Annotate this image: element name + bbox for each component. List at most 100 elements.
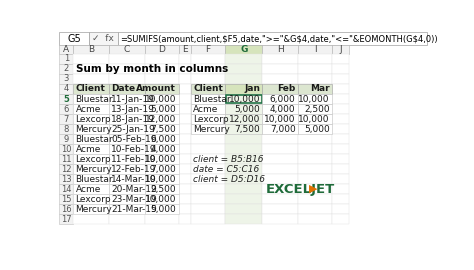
Bar bbox=[59, 124, 73, 134]
Bar bbox=[179, 124, 191, 134]
Bar bbox=[298, 74, 332, 84]
Bar bbox=[109, 45, 145, 54]
Bar bbox=[225, 114, 262, 124]
Bar bbox=[191, 144, 225, 154]
Bar bbox=[59, 32, 89, 45]
Text: Mercury: Mercury bbox=[75, 205, 112, 214]
Bar bbox=[191, 54, 225, 64]
Bar bbox=[191, 154, 225, 164]
Bar bbox=[179, 214, 191, 224]
Bar bbox=[191, 84, 225, 94]
Bar bbox=[262, 144, 298, 154]
Bar bbox=[179, 64, 191, 74]
Text: 11: 11 bbox=[61, 154, 72, 164]
Text: 13: 13 bbox=[61, 175, 72, 184]
Text: 4: 4 bbox=[64, 85, 69, 93]
Bar bbox=[109, 144, 145, 154]
Bar bbox=[109, 154, 145, 164]
Bar bbox=[332, 64, 349, 74]
Text: E: E bbox=[182, 45, 188, 54]
Text: Date: Date bbox=[111, 85, 135, 93]
Text: 10-Feb-19: 10-Feb-19 bbox=[111, 144, 157, 154]
Bar bbox=[73, 184, 109, 194]
Text: Acme: Acme bbox=[75, 104, 101, 113]
Bar bbox=[73, 154, 109, 164]
Bar bbox=[225, 104, 262, 114]
Text: date = C5:C16: date = C5:C16 bbox=[193, 165, 260, 174]
Text: 5,000: 5,000 bbox=[234, 104, 260, 113]
Text: C: C bbox=[124, 45, 130, 54]
Bar bbox=[225, 184, 262, 194]
Bar bbox=[298, 84, 332, 94]
Bar bbox=[59, 164, 73, 174]
Bar bbox=[109, 54, 145, 64]
Bar bbox=[109, 114, 145, 124]
Text: 10,000: 10,000 bbox=[145, 195, 176, 204]
Text: client = D5:D16: client = D5:D16 bbox=[193, 175, 265, 184]
Bar bbox=[191, 94, 225, 104]
Text: 5,000: 5,000 bbox=[151, 104, 176, 113]
Bar bbox=[298, 144, 332, 154]
Bar bbox=[225, 54, 262, 64]
Text: D: D bbox=[158, 45, 165, 54]
Bar bbox=[145, 194, 179, 204]
Bar bbox=[262, 94, 298, 104]
Text: 11-Feb-19: 11-Feb-19 bbox=[111, 154, 157, 164]
Bar bbox=[332, 144, 349, 154]
Text: Bluestar: Bluestar bbox=[193, 94, 231, 103]
Bar bbox=[262, 64, 298, 74]
Text: Lexcorp: Lexcorp bbox=[75, 195, 111, 204]
Bar bbox=[145, 134, 179, 144]
Bar bbox=[145, 45, 179, 54]
Bar bbox=[262, 104, 298, 114]
Text: 21-Mar-19: 21-Mar-19 bbox=[111, 205, 157, 214]
Bar bbox=[191, 134, 225, 144]
Bar bbox=[89, 32, 118, 45]
Bar bbox=[298, 94, 332, 104]
Bar bbox=[179, 144, 191, 154]
Bar bbox=[262, 74, 298, 84]
Bar bbox=[262, 84, 298, 94]
Text: 05-Feb-19: 05-Feb-19 bbox=[111, 134, 157, 144]
Bar bbox=[145, 214, 179, 224]
Bar bbox=[332, 164, 349, 174]
Bar bbox=[332, 114, 349, 124]
Bar bbox=[298, 124, 332, 134]
Text: 10,000: 10,000 bbox=[228, 94, 260, 103]
Bar bbox=[191, 214, 225, 224]
Text: A: A bbox=[63, 45, 69, 54]
Text: 4,000: 4,000 bbox=[151, 144, 176, 154]
Text: Client: Client bbox=[193, 85, 223, 93]
Bar bbox=[73, 84, 109, 94]
Text: 20-Mar-19: 20-Mar-19 bbox=[111, 185, 157, 194]
Bar bbox=[191, 84, 225, 94]
Bar bbox=[145, 184, 179, 194]
Bar bbox=[225, 104, 262, 114]
Bar bbox=[109, 164, 145, 174]
Bar bbox=[262, 214, 298, 224]
Text: 14-Mar-19: 14-Mar-19 bbox=[111, 175, 157, 184]
Bar bbox=[262, 164, 298, 174]
Bar bbox=[109, 184, 145, 194]
Bar bbox=[59, 54, 73, 64]
Text: 14: 14 bbox=[61, 185, 72, 194]
Bar bbox=[73, 124, 109, 134]
Bar bbox=[298, 104, 332, 114]
Bar bbox=[109, 194, 145, 204]
Bar bbox=[262, 174, 298, 184]
Bar bbox=[332, 184, 349, 194]
Bar bbox=[109, 94, 145, 104]
Bar bbox=[109, 134, 145, 144]
Bar bbox=[332, 204, 349, 214]
Bar bbox=[179, 194, 191, 204]
Bar bbox=[59, 74, 73, 84]
Bar bbox=[225, 204, 262, 214]
Bar bbox=[145, 124, 179, 134]
Bar bbox=[191, 104, 225, 114]
Bar bbox=[332, 94, 349, 104]
Bar bbox=[73, 84, 109, 94]
Text: 2: 2 bbox=[64, 65, 69, 73]
Bar bbox=[179, 74, 191, 84]
Bar bbox=[262, 104, 298, 114]
Bar bbox=[109, 134, 145, 144]
